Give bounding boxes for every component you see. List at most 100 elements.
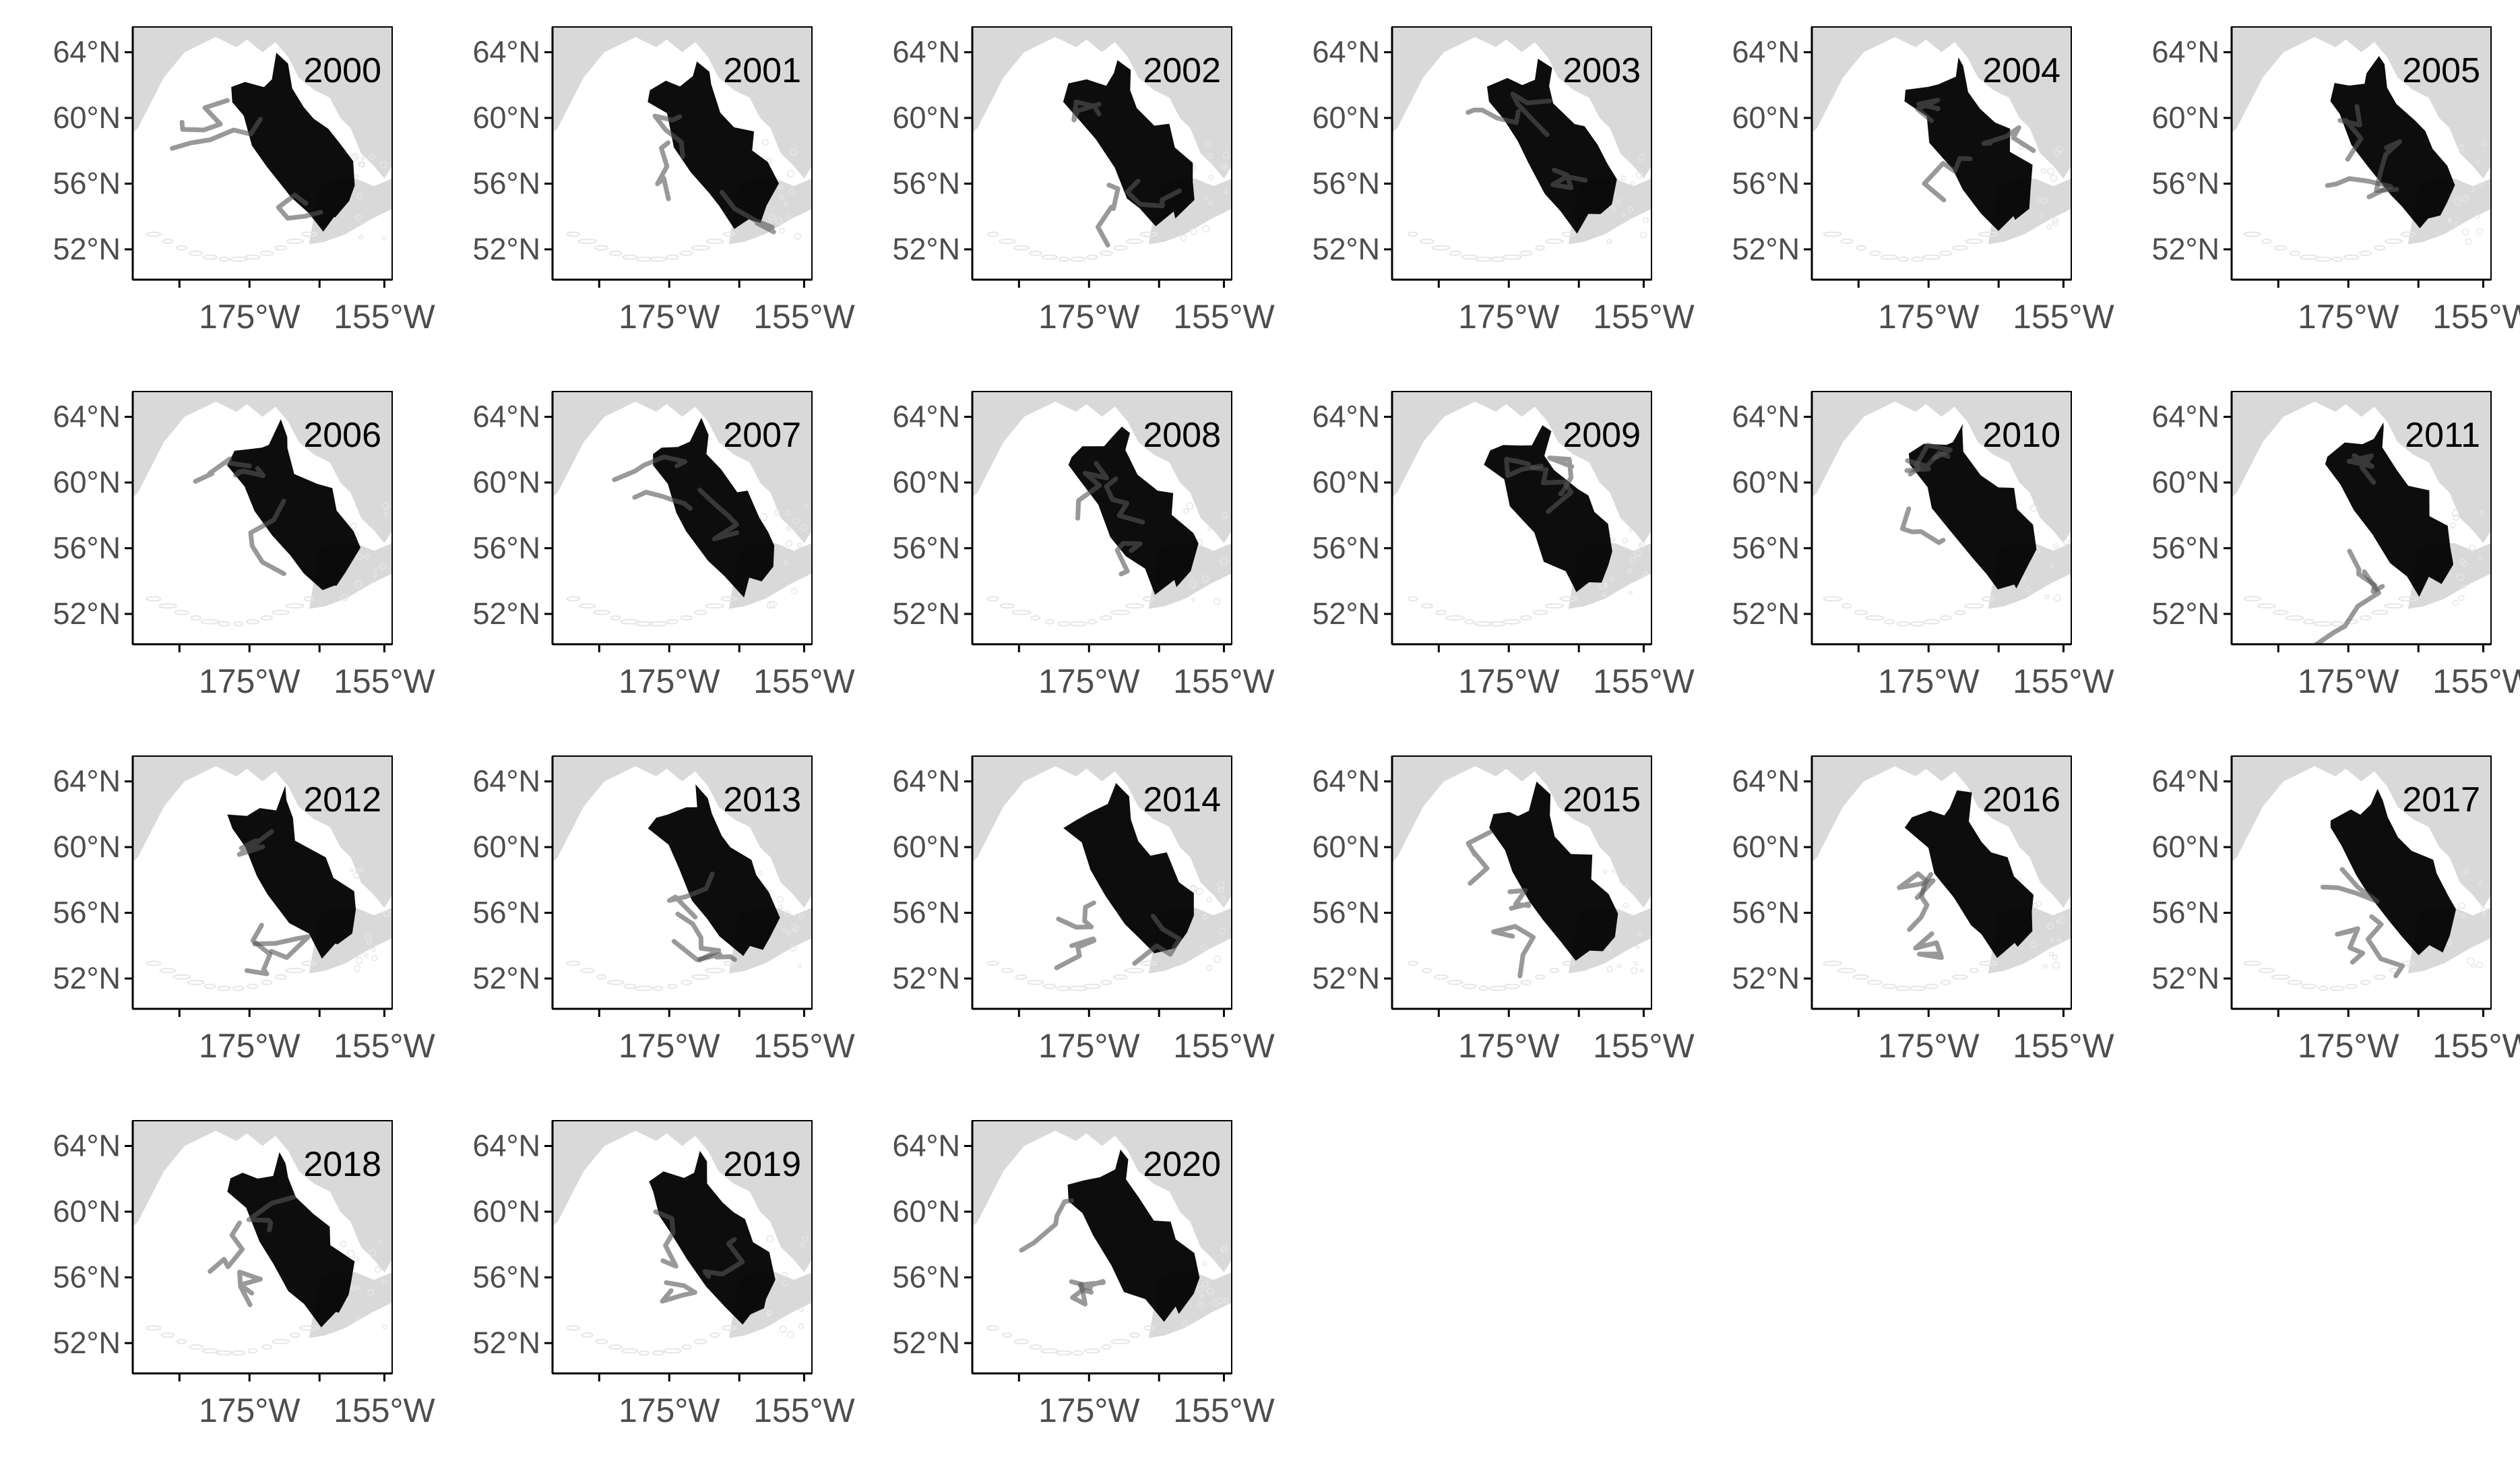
land-mass (972, 27, 1232, 179)
map-content (2232, 27, 2491, 280)
x-tick-label: 155°W (753, 662, 855, 700)
stray-track (170, 117, 263, 151)
y-tick-label: 60°N (1312, 465, 1380, 499)
panel-year-label: 2014 (1143, 780, 1221, 819)
y-tick-label: 64°N (53, 35, 121, 69)
y-tick-label: 64°N (53, 400, 121, 434)
land-mass (972, 1121, 1232, 1272)
land-mass (553, 392, 812, 543)
stray-track (2337, 104, 2364, 162)
y-tick-label: 56°N (892, 531, 960, 565)
stray-track (671, 939, 737, 962)
x-tick-label: 155°W (1173, 298, 1275, 336)
x-tick-label: 175°W (1038, 1392, 1140, 1429)
stray-track (666, 871, 715, 920)
panel-year-label: 2007 (723, 416, 801, 455)
stray-track (1054, 936, 1097, 970)
x-tick-label: 155°W (2432, 298, 2520, 336)
stray-track (1922, 156, 1973, 203)
stray-track (179, 98, 230, 133)
map-panel-2013: 64°N 60°N 56°N 52°N 175°W 155°W 2013 (472, 755, 856, 1065)
stray-track (1125, 179, 1182, 209)
y-tick-label: 56°N (1732, 166, 1800, 201)
stray-track (1507, 888, 1532, 911)
aleutian-islands (1408, 528, 1649, 627)
map-content (553, 756, 812, 1009)
map-panel-2015: 64°N 60°N 56°N 52°N 175°W 155°W 2015 (1312, 755, 1695, 1065)
map-panel-2020: 64°N 60°N 56°N 52°N 175°W 155°W 2020 (892, 1120, 1275, 1429)
panel-year-label: 2015 (1563, 780, 1641, 819)
panel-year-label: 2016 (1982, 780, 2060, 819)
drift-tracks (1908, 424, 2037, 590)
y-tick-label: 56°N (472, 531, 540, 565)
y-tick-label: 56°N (1312, 896, 1380, 930)
y-tick-label: 52°N (1312, 232, 1380, 266)
land-mass (2232, 756, 2491, 908)
stray-track (1510, 92, 1552, 137)
y-tick-label: 64°N (892, 1129, 960, 1163)
panel-border (1811, 26, 2072, 280)
y-tick-label: 64°N (53, 1129, 121, 1163)
stray-track (1897, 871, 1936, 900)
panel-border (132, 391, 393, 645)
x-tick-label: 155°W (334, 662, 435, 700)
y-tick-label: 60°N (892, 465, 960, 499)
map-panel-2005: 64°N 60°N 56°N 52°N 175°W 155°W 2005 (2151, 26, 2520, 336)
panel-year-label: 2002 (1143, 51, 1221, 90)
y-tick-label: 56°N (472, 166, 540, 201)
stray-track (1550, 167, 1588, 191)
x-tick-label: 175°W (1878, 662, 1980, 700)
panel-year-label: 2013 (723, 780, 801, 819)
panel-border (2231, 755, 2492, 1010)
drift-tracks (227, 1152, 355, 1328)
y-tick-label: 52°N (892, 1326, 960, 1360)
stray-track (660, 1280, 697, 1304)
map-panel-2001: 64°N 60°N 56°N 52°N 175°W 155°W 2001 (472, 26, 856, 336)
y-tick-label: 52°N (472, 232, 540, 266)
stray-track (1899, 506, 1946, 545)
x-tick-label: 155°W (1593, 662, 1695, 700)
land-mass (553, 27, 812, 179)
y-tick-label: 60°N (472, 100, 540, 135)
land-mass (553, 756, 812, 908)
map-content (553, 1121, 812, 1373)
y-tick-label: 64°N (53, 764, 121, 799)
y-tick-label: 64°N (1732, 400, 1800, 434)
stray-track (1547, 456, 1575, 497)
panel-year-label: 2009 (1563, 416, 1641, 455)
y-tick-label: 52°N (1732, 232, 1800, 266)
panel-year-label: 2010 (1982, 416, 2060, 455)
aleutian-islands (566, 1235, 809, 1356)
y-tick-label: 52°N (53, 1326, 121, 1360)
map-panel-2009: 64°N 60°N 56°N 52°N 175°W 155°W 2009 (1312, 391, 1695, 700)
map-panel-2014: 64°N 60°N 56°N 52°N 175°W 155°W 2014 (892, 755, 1275, 1065)
y-tick-label: 56°N (1732, 531, 1800, 565)
x-tick-label: 175°W (1878, 1027, 1980, 1065)
stray-track (237, 1270, 263, 1307)
stray-track (2347, 549, 2385, 594)
x-tick-label: 155°W (753, 1027, 855, 1065)
panel-border (972, 1120, 1232, 1374)
y-tick-label: 52°N (2151, 961, 2219, 995)
stray-track (1908, 443, 1953, 477)
y-tick-label: 60°N (2151, 100, 2219, 135)
drift-tracks (2330, 56, 2455, 228)
stray-track (1096, 183, 1121, 248)
x-tick-label: 155°W (753, 298, 855, 336)
x-tick-label: 175°W (619, 662, 720, 700)
y-tick-label: 64°N (472, 764, 540, 799)
stray-track (653, 1209, 679, 1269)
map-panel-2008: 64°N 60°N 56°N 52°N 175°W 155°W 2008 (892, 391, 1275, 700)
panel-border (1391, 26, 1652, 280)
y-tick-label: 52°N (1732, 961, 1800, 995)
x-tick-label: 175°W (199, 1027, 301, 1065)
map-content (1812, 27, 2071, 280)
y-tick-label: 60°N (472, 1194, 540, 1229)
panel-year-label: 2005 (2402, 51, 2480, 90)
map-panel-2002: 64°N 60°N 56°N 52°N 175°W 155°W 2002 (892, 26, 1275, 336)
map-content (972, 392, 1232, 644)
drift-tracks (649, 1150, 776, 1325)
y-tick-label: 60°N (892, 830, 960, 864)
map-content (1812, 756, 2071, 1009)
